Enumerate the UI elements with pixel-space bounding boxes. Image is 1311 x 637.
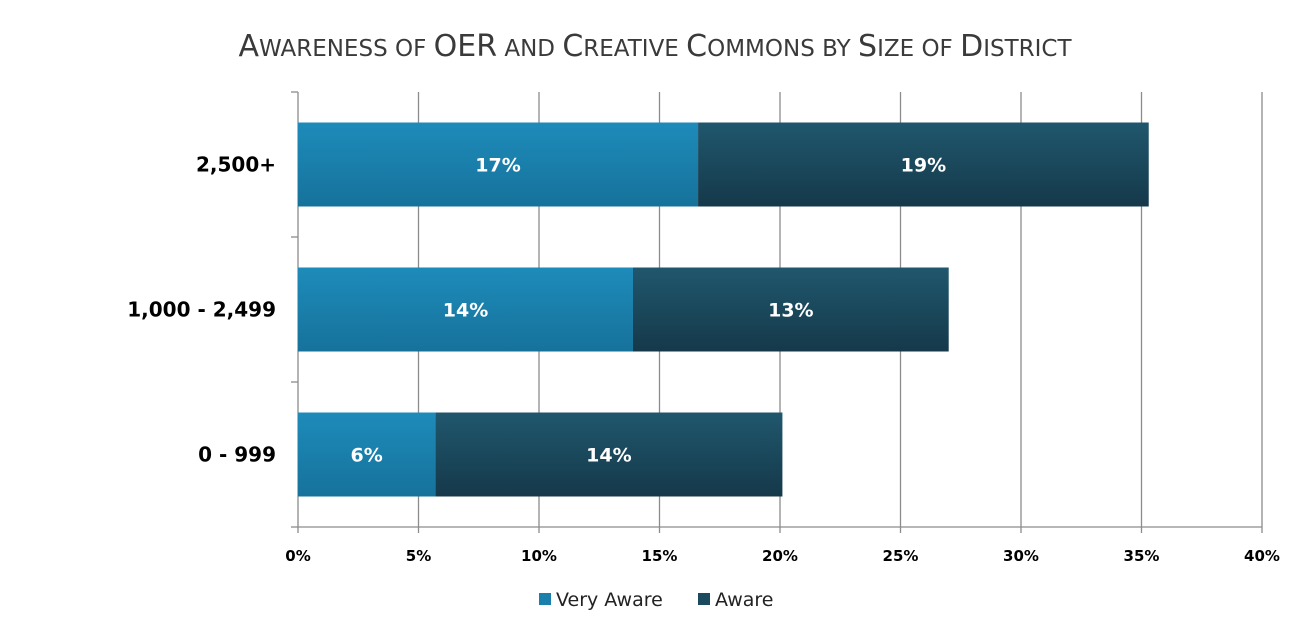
chart-title-part: OER (434, 29, 497, 64)
chart-title-part: C (562, 29, 583, 64)
chart-title-part: IZE OF (877, 36, 960, 62)
bar-segment (298, 122, 699, 207)
chart-title: AWARENESS OF OER AND CREATIVE COMMONS BY… (238, 29, 1072, 64)
category-label: 1,000 - 2,499 (127, 298, 276, 322)
x-tick-label: 20% (762, 547, 798, 565)
data-label: 14% (586, 445, 631, 467)
legend-swatch (539, 593, 551, 605)
x-tick-label: 30% (1003, 547, 1039, 565)
legend-label: Very Aware (556, 589, 663, 611)
chart-title-part: OMMONS BY (707, 36, 858, 62)
category-label: 2,500+ (196, 153, 276, 177)
legend-swatch (698, 593, 710, 605)
x-tick-label: 0% (285, 547, 310, 565)
chart-title-part: A (238, 29, 259, 64)
x-tick-label: 35% (1124, 547, 1160, 565)
x-tick-label: 25% (883, 547, 919, 565)
data-label: 17% (475, 155, 520, 177)
labels: 2,500+ 17% 19% 1,000 - 2,499 14% 13% 0 - 999 6%… (127, 153, 946, 467)
chart-title-part: D (960, 29, 983, 64)
chart-title-part: ISTRICT (983, 36, 1072, 62)
bars (298, 122, 1149, 497)
x-tick-label: 10% (521, 547, 557, 565)
data-label: 13% (768, 300, 813, 322)
axes: 0% 5% 10% 15% 20% 25% 30% 35% 40% (285, 91, 1280, 565)
chart-title-part: REATIVE (583, 36, 686, 62)
legend: Very Aware Aware (539, 589, 774, 611)
data-label: 14% (443, 300, 488, 322)
bar-segment (435, 412, 783, 497)
bar-segment (298, 267, 633, 352)
chart-title-part: AND (497, 36, 562, 62)
bar-segment (698, 122, 1149, 207)
bar-segment (298, 412, 436, 497)
chart-title-part: WARENESS OF (259, 36, 434, 62)
data-label: 19% (901, 155, 946, 177)
x-tick-label: 40% (1244, 547, 1280, 565)
legend-label: Aware (715, 589, 774, 611)
bar-segment (632, 267, 949, 352)
chart-title-part: C (686, 29, 707, 64)
data-label: 6% (351, 445, 383, 467)
chart-title-part: S (858, 29, 877, 64)
x-tick-label: 5% (406, 547, 431, 565)
category-label: 0 - 999 (198, 443, 276, 467)
x-tick-label: 15% (642, 547, 678, 565)
